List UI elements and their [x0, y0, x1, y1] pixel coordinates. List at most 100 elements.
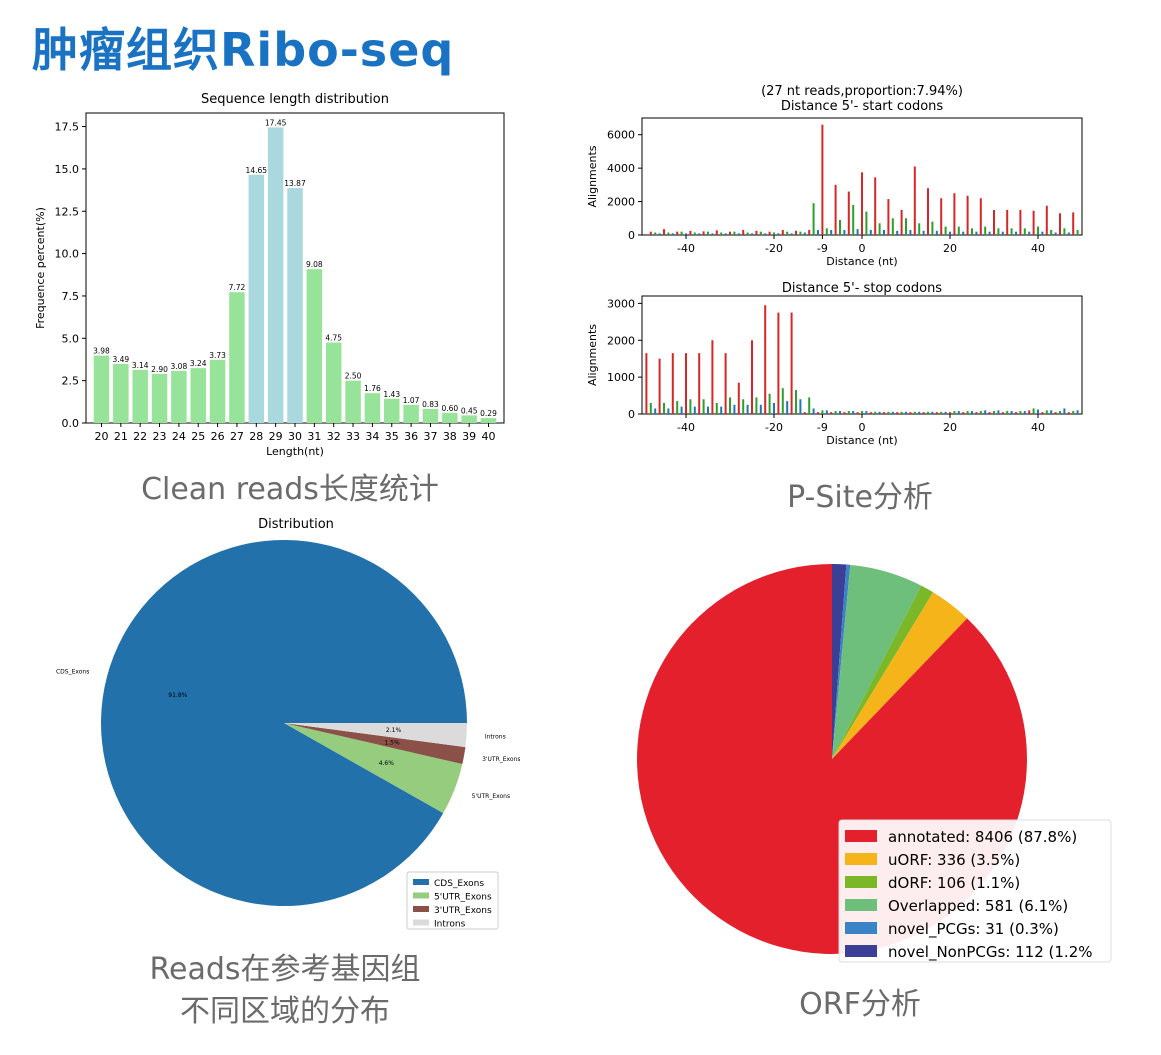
bar-frame2: [786, 401, 789, 414]
bar-frame1: [852, 204, 855, 235]
pct-label: 91.8%: [168, 692, 187, 699]
data-label: 3.73: [209, 351, 226, 360]
bar-frame0: [830, 412, 833, 414]
bar-frame1: [905, 218, 907, 235]
bar-frame0: [671, 353, 674, 414]
bar-frame2: [922, 230, 925, 235]
bar-frame1: [759, 231, 762, 235]
bar-frame2: [671, 233, 674, 235]
y-tick-label: 3000: [607, 297, 635, 310]
bar-frame0: [847, 191, 850, 235]
data-label: 0.83: [422, 400, 439, 409]
bar-frame2: [1063, 408, 1066, 414]
x-tick-label: 0: [859, 421, 866, 434]
bar-frame2: [962, 231, 965, 235]
caption-length: Clean reads长度统计: [141, 472, 439, 507]
bar-frame2: [865, 411, 868, 414]
bar-frame1: [940, 411, 943, 414]
bar-frame0: [953, 193, 956, 235]
bar-frame1: [900, 411, 903, 414]
bar-frame2: [658, 233, 661, 235]
bar-frame0: [689, 230, 692, 235]
slice-uorf: [832, 592, 968, 759]
caption-orf: ORF分析: [799, 987, 921, 1022]
x-tick-label: 20: [94, 430, 108, 443]
bar-frame0: [1054, 412, 1057, 414]
bar-frame1: [984, 226, 987, 235]
legend-swatch: [845, 945, 877, 957]
bar-frame2: [720, 406, 723, 414]
bar-28: [248, 174, 265, 423]
bar-frame2: [1028, 231, 1031, 235]
bar-frame1: [1019, 411, 1022, 414]
bar-frame2: [1010, 411, 1013, 414]
bar-frame0: [966, 195, 969, 235]
bar-frame1: [773, 232, 775, 235]
bar-frame0: [927, 188, 929, 235]
bar-31: [306, 269, 323, 423]
bar-frame2: [896, 230, 899, 235]
bar-frame1: [834, 411, 837, 414]
slice-overlapped: [832, 564, 922, 759]
legend-swatch: [413, 892, 429, 899]
legend-item: novel_PCGs: 31 (0.3%): [888, 920, 1059, 939]
data-label: 1.07: [403, 396, 420, 405]
bar-frame1: [1023, 228, 1026, 235]
bar-frame1: [878, 223, 881, 235]
caption-region-line2: 不同区域的分布: [180, 994, 390, 1029]
bar-frame0: [861, 172, 863, 235]
bar-frame0: [1041, 412, 1044, 414]
x-tick-label: -9: [817, 421, 828, 434]
legend-swatch: [845, 853, 877, 865]
slice-dorf: [832, 585, 934, 759]
bar-39: [461, 415, 477, 423]
bar-frame0: [834, 184, 837, 235]
legend-item: dORF: 106 (1.1%): [888, 874, 1020, 892]
bar-frame1: [781, 388, 784, 414]
bar-frame1: [663, 402, 665, 414]
bar-frame0: [1001, 412, 1004, 414]
bar-frame1: [733, 231, 736, 235]
bar-frame1: [1050, 229, 1053, 235]
psite-stop-codon-chart: Distance 5'- stop codons 0 1000 2000 3000 -40…: [586, 281, 1083, 447]
bar-frame1: [953, 411, 956, 414]
data-label: 17.45: [265, 118, 287, 127]
data-label: 0.60: [441, 404, 458, 413]
bar-frame2: [1076, 410, 1079, 414]
bar-frame0: [1067, 412, 1070, 414]
bar-frame0: [1015, 412, 1017, 414]
bar-frame2: [825, 410, 828, 414]
length-distribution-chart: Sequence length distribution 0.0 2.5 5.0 7.5…: [34, 92, 505, 458]
bar-frame1: [993, 411, 995, 414]
bar-frame2: [830, 229, 833, 235]
x-axis-label: Distance (nt): [826, 255, 897, 268]
x-tick-label: 23: [153, 430, 167, 443]
caption-region-line1: Reads在参考基因组: [149, 952, 421, 987]
chart-subtitle: (27 nt reads,proportion:7.94%): [761, 84, 963, 99]
y-tick-label: 5.0: [62, 332, 80, 345]
bar-frame2: [1015, 231, 1017, 235]
bar-37: [422, 408, 439, 423]
bar-frame0: [993, 209, 995, 235]
x-tick-label: 33: [346, 430, 360, 443]
bar-frame1: [821, 410, 824, 414]
bar-frame1: [746, 232, 749, 235]
bar-frame0: [1028, 410, 1031, 414]
data-label: 2.50: [345, 372, 362, 381]
bar-frame1: [1072, 411, 1075, 414]
bar-frame0: [645, 353, 648, 414]
bar-frame1: [913, 411, 916, 414]
bar-frame0: [922, 412, 925, 414]
bar-frame2: [667, 408, 670, 414]
bar-frame0: [755, 230, 758, 235]
bar-34: [364, 393, 381, 423]
bar-32: [325, 342, 342, 423]
bar-frame0: [790, 312, 793, 414]
bar-frame1: [957, 226, 960, 235]
bar-35: [384, 398, 400, 423]
bar-24: [171, 370, 187, 423]
bar-frame1: [689, 399, 692, 414]
x-tick-label: 21: [114, 430, 128, 443]
legend-item: annotated: 8406 (87.8%): [888, 828, 1077, 846]
pct-label: 1.5%: [384, 740, 400, 747]
